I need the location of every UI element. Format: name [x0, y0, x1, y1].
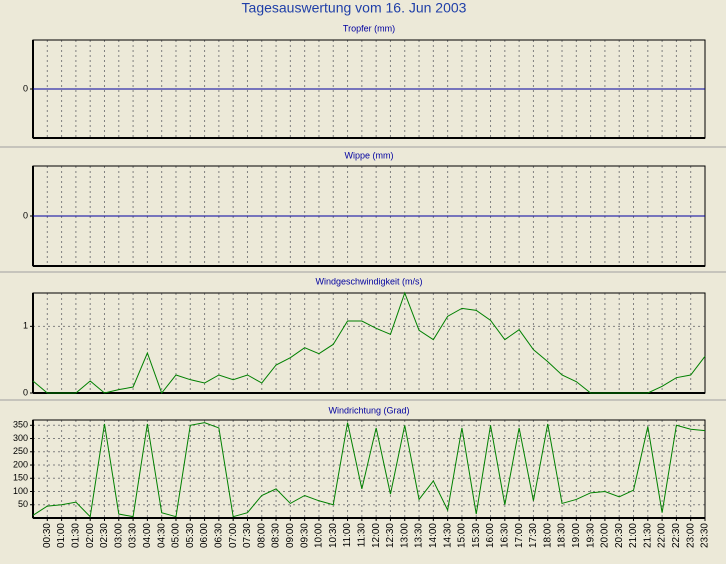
chart-title: Windgeschwindigkeit (m/s): [315, 276, 422, 286]
x-tick-label: 12:30: [385, 523, 396, 548]
x-tick-label: 15:00: [457, 523, 468, 548]
data-line: [32, 422, 706, 518]
x-tick-label: 07:00: [228, 523, 239, 548]
x-tick-label: 22:00: [657, 523, 668, 548]
y-tick-label: 350: [13, 420, 28, 430]
x-tick-label: 23:00: [685, 523, 696, 548]
y-tick-label: 250: [13, 446, 28, 456]
x-tick-label: 08:30: [271, 523, 282, 548]
chart-title: Tropfer (mm): [343, 23, 395, 33]
chart-title: Windrichtung (Grad): [328, 405, 409, 415]
x-tick-label: 08:00: [256, 523, 267, 548]
x-tick-label: 11:00: [342, 523, 353, 548]
x-tick-label: 16:00: [485, 523, 496, 548]
x-tick-label: 04:00: [142, 523, 153, 548]
x-tick-label: 02:00: [85, 523, 96, 548]
x-tick-label: 03:00: [113, 523, 124, 548]
x-tick-label: 17:00: [514, 523, 525, 548]
x-tick-label: 03:30: [128, 523, 139, 548]
x-tick-label: 01:30: [71, 523, 82, 548]
y-tick-label: 0: [23, 387, 28, 397]
x-tick-label: 02:30: [99, 523, 110, 548]
x-tick-label: 13:30: [414, 523, 425, 548]
y-tick-label: 150: [13, 473, 28, 483]
y-tick-label: 50: [18, 499, 28, 509]
x-tick-label: 19:00: [571, 523, 582, 548]
x-tick-label: 05:30: [185, 523, 196, 548]
x-tick-label: 11:30: [356, 523, 367, 548]
x-tick-label: 19:30: [585, 523, 596, 548]
x-tick-label: 20:30: [614, 523, 625, 548]
y-tick-label: 200: [13, 459, 28, 469]
x-tick-label: 01:00: [56, 523, 67, 548]
x-tick-label: 09:30: [299, 523, 310, 548]
x-tick-label: 05:00: [171, 523, 182, 548]
x-tick-label: 21:30: [642, 523, 653, 548]
x-tick-label: 00:30: [42, 523, 53, 548]
x-tick-label: 17:30: [528, 523, 539, 548]
data-line: [32, 291, 706, 395]
x-tick-label: 04:30: [156, 523, 167, 548]
y-tick-label: 300: [13, 433, 28, 443]
x-tick-label: 18:30: [557, 523, 568, 548]
x-tick-label: 14:30: [442, 523, 453, 548]
x-tick-label: 16:30: [499, 523, 510, 548]
x-tick-label: 23:30: [700, 523, 711, 548]
x-tick-label: 06:00: [199, 523, 210, 548]
chart-title: Wippe (mm): [345, 150, 394, 160]
x-tick-label: 12:00: [371, 523, 382, 548]
x-tick-label: 13:00: [399, 523, 410, 548]
x-tick-label: 21:00: [628, 523, 639, 548]
x-tick-label: 15:30: [471, 523, 482, 548]
x-tick-label: 20:00: [600, 523, 611, 548]
y-tick-label: 100: [13, 486, 28, 496]
x-tick-label: 18:00: [542, 523, 553, 548]
page-title: Tagesauswertung vom 16. Jun 2003: [242, 0, 467, 16]
y-tick-label: 0: [23, 210, 28, 220]
x-tick-label: 14:00: [428, 523, 439, 548]
x-tick-label: 07:30: [242, 523, 253, 548]
x-tick-label: 09:00: [285, 523, 296, 548]
x-tick-label: 22:30: [671, 523, 682, 548]
x-tick-label: 10:30: [328, 523, 339, 548]
y-tick-label: 0: [23, 83, 28, 93]
x-tick-label: 06:30: [214, 523, 225, 548]
x-tick-label: 10:00: [314, 523, 325, 548]
y-tick-label: 1: [23, 321, 28, 331]
